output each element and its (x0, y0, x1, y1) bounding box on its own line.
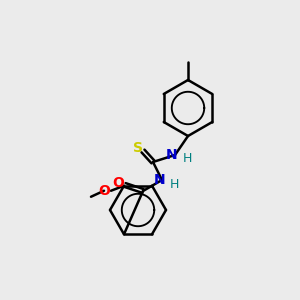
Text: N: N (154, 173, 166, 187)
Text: H: H (182, 152, 192, 166)
Text: O: O (98, 184, 110, 198)
Text: N: N (166, 148, 178, 162)
Text: S: S (133, 141, 143, 155)
Text: O: O (112, 176, 124, 190)
Text: H: H (169, 178, 179, 191)
